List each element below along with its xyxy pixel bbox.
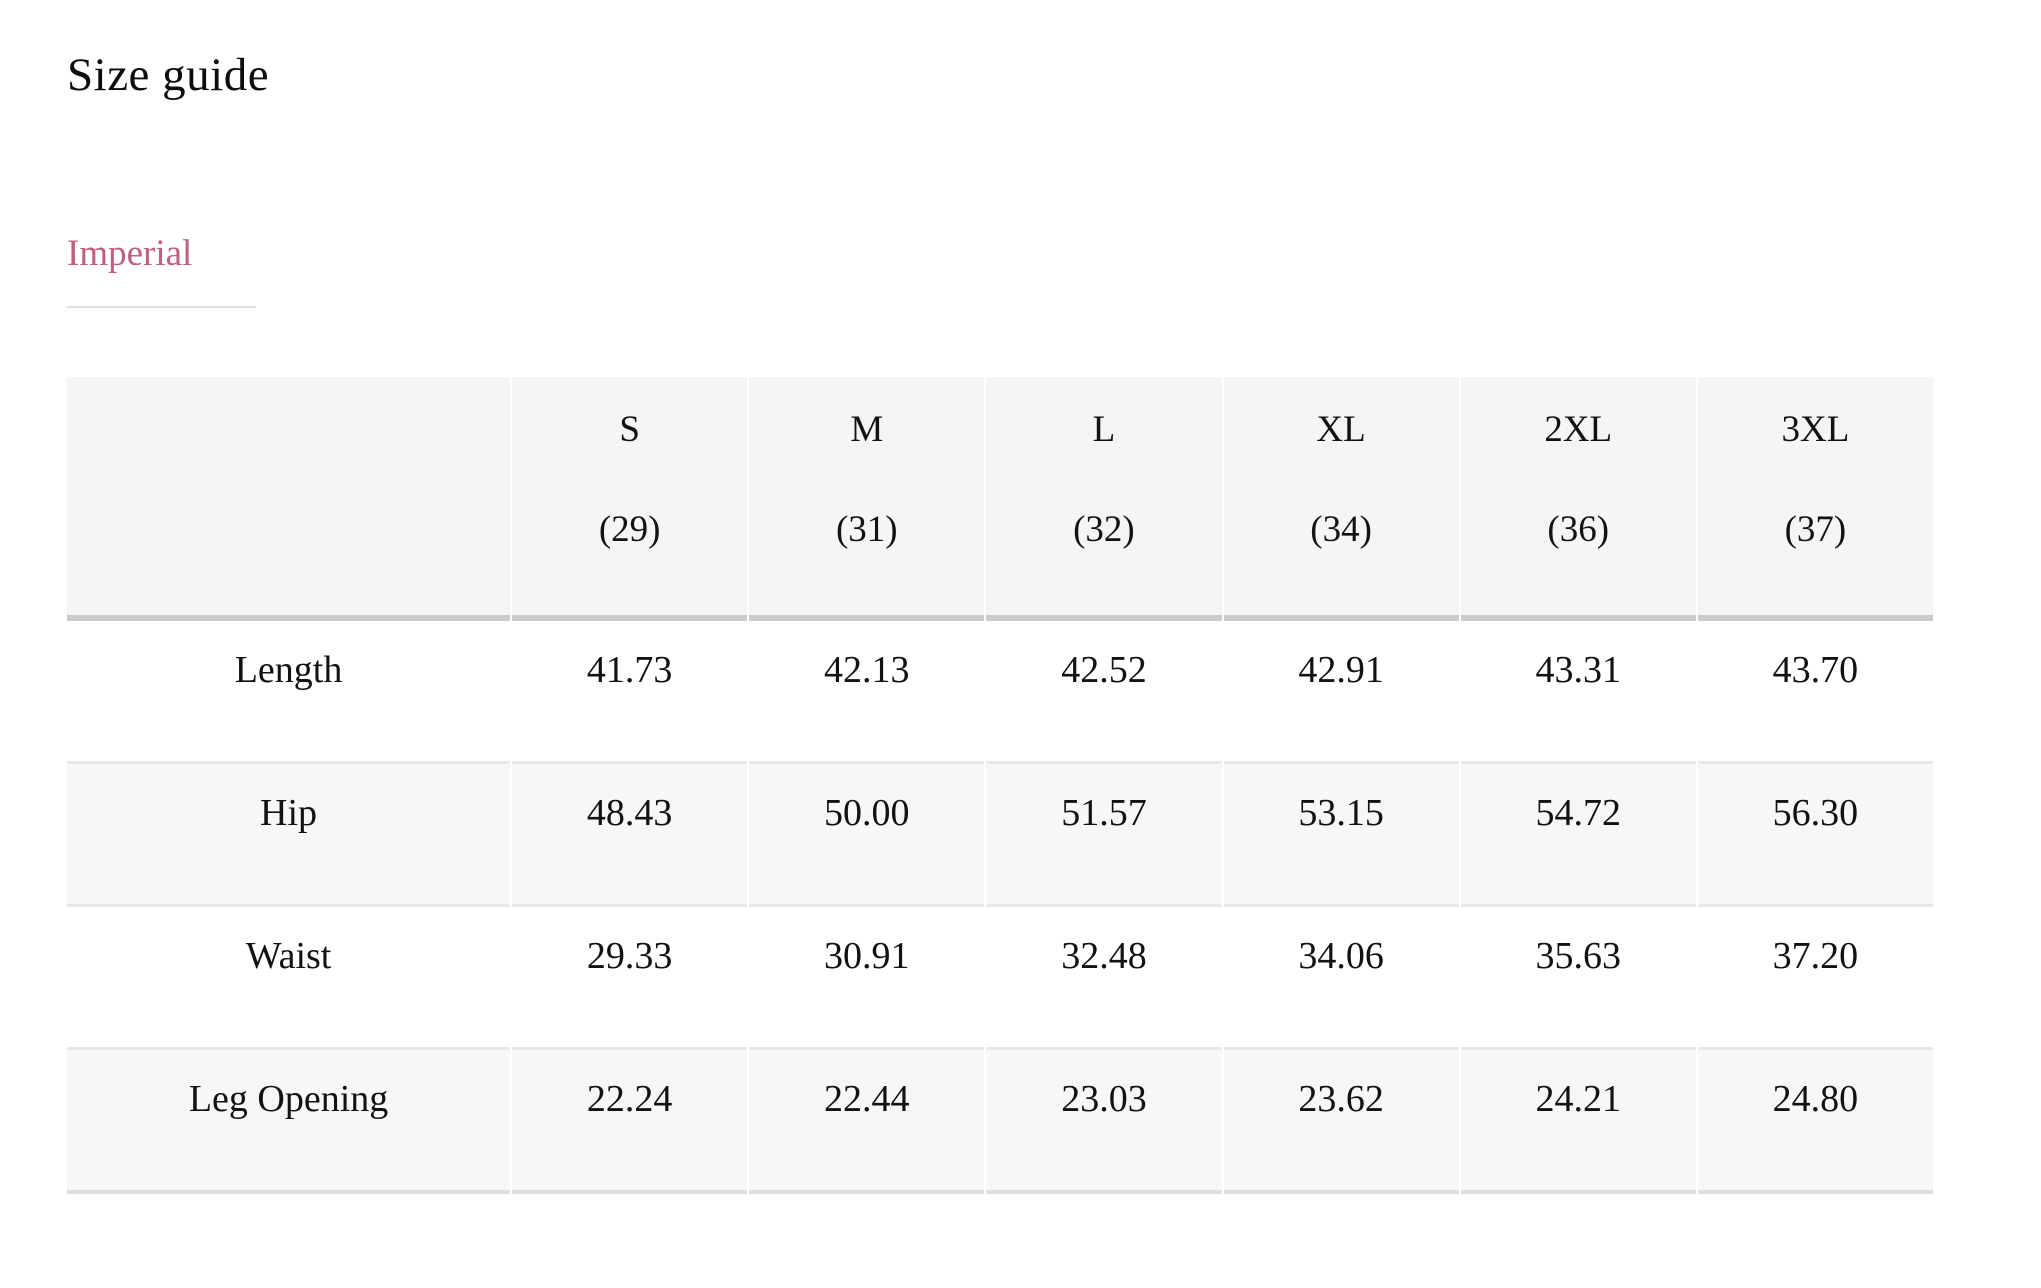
size-value: 56.30 xyxy=(1697,764,1933,907)
size-value: 42.52 xyxy=(986,621,1222,764)
table-row-hip: Hip 48.43 50.00 51.57 53.15 54.72 56.30 xyxy=(67,764,1933,907)
size-value: 53.15 xyxy=(1223,764,1459,907)
size-value: 54.72 xyxy=(1460,764,1696,907)
size-guide-page: Size guide Imperial S (29) M (31) L xyxy=(0,46,2041,1288)
size-value: 42.91 xyxy=(1223,621,1459,764)
header-cell-empty xyxy=(67,377,511,621)
size-label: 2XL xyxy=(1544,409,1613,450)
column-header-3xl: 3XL (37) xyxy=(1697,377,1933,621)
size-value: 50.00 xyxy=(749,764,985,907)
size-value: 30.91 xyxy=(749,907,985,1050)
size-value: 35.63 xyxy=(1460,907,1696,1050)
page-title: Size guide xyxy=(67,49,270,101)
size-table-header: S (29) M (31) L (32) XL (34) 2XL (36) xyxy=(67,377,1933,621)
size-number: (31) xyxy=(835,509,898,550)
size-label: M xyxy=(850,409,884,450)
row-label: Hip xyxy=(67,764,511,907)
column-header-l: L (32) xyxy=(986,377,1222,621)
row-label: Leg Opening xyxy=(67,1050,511,1194)
table-row-length: Length 41.73 42.13 42.52 42.91 43.31 43.… xyxy=(67,621,1933,764)
row-label: Length xyxy=(67,621,511,764)
size-value: 34.06 xyxy=(1223,907,1459,1050)
table-row-leg-opening: Leg Opening 22.24 22.44 23.03 23.62 24.2… xyxy=(67,1050,1933,1194)
size-number: (32) xyxy=(1073,509,1135,550)
column-header-s: S (29) xyxy=(512,377,748,621)
size-number: (34) xyxy=(1310,509,1372,550)
column-header-xl: XL (34) xyxy=(1223,377,1459,621)
size-value: 43.70 xyxy=(1697,621,1933,764)
size-value: 42.13 xyxy=(749,621,985,764)
column-header-m: M (31) xyxy=(749,377,985,621)
size-table: S (29) M (31) L (32) XL (34) 2XL (36) xyxy=(65,377,1935,1194)
size-label: S xyxy=(619,409,640,450)
row-label: Waist xyxy=(67,907,511,1050)
size-value: 37.20 xyxy=(1697,907,1933,1050)
tab-imperial[interactable]: Imperial xyxy=(67,232,257,308)
size-value: 23.62 xyxy=(1223,1050,1459,1194)
size-value: 22.24 xyxy=(512,1050,748,1194)
size-number: (29) xyxy=(598,509,661,550)
size-value: 23.03 xyxy=(986,1050,1222,1194)
size-label: XL xyxy=(1316,409,1366,450)
table-row-waist: Waist 29.33 30.91 32.48 34.06 35.63 37.2… xyxy=(67,907,1933,1050)
size-value: 29.33 xyxy=(512,907,748,1050)
size-number: (37) xyxy=(1784,509,1847,550)
size-value: 41.73 xyxy=(512,621,748,764)
size-value: 22.44 xyxy=(749,1050,985,1194)
size-value: 51.57 xyxy=(986,764,1222,907)
size-value: 24.21 xyxy=(1460,1050,1696,1194)
size-value: 48.43 xyxy=(512,764,748,907)
unit-tabs: Imperial xyxy=(67,232,2041,308)
size-number: (36) xyxy=(1547,509,1610,550)
size-label: 3XL xyxy=(1781,409,1850,450)
size-value: 32.48 xyxy=(986,907,1222,1050)
size-label: L xyxy=(1092,409,1116,450)
size-table-body: Length 41.73 42.13 42.52 42.91 43.31 43.… xyxy=(67,621,1933,1194)
size-value: 24.80 xyxy=(1697,1050,1933,1194)
size-value: 43.31 xyxy=(1460,621,1696,764)
header-row: S (29) M (31) L (32) XL (34) 2XL (36) xyxy=(67,377,1933,621)
column-header-2xl: 2XL (36) xyxy=(1460,377,1696,621)
